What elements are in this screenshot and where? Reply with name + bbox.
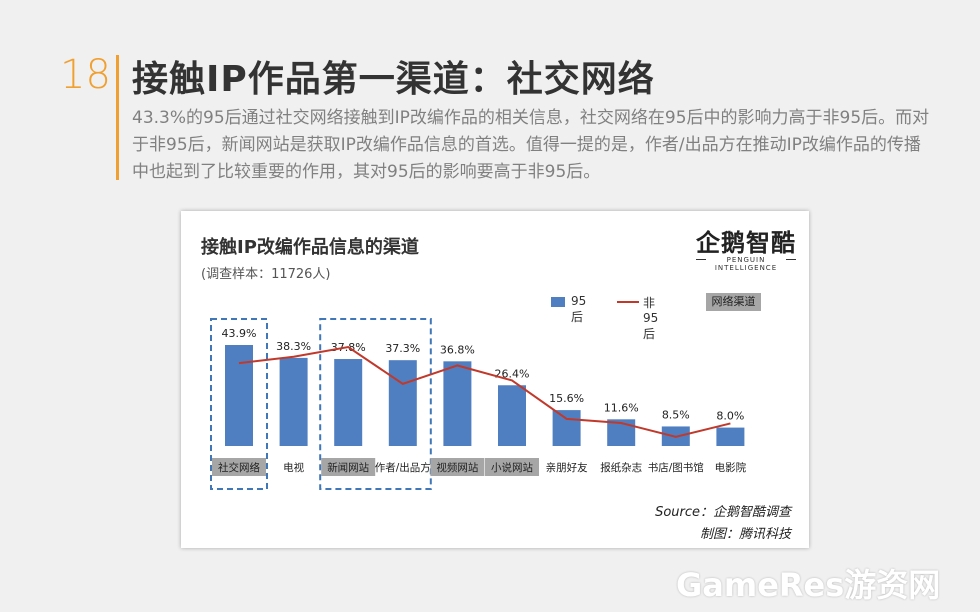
bar-label-4: 36.8% — [440, 343, 475, 356]
bar-0 — [225, 345, 253, 446]
bar-label-8: 8.5% — [662, 408, 690, 421]
bar-label-0: 43.9% — [222, 327, 257, 340]
category-label-0: 社交网络 — [218, 461, 260, 474]
bar-1 — [279, 357, 308, 446]
watermark: GameRes游资网 — [676, 566, 941, 604]
category-label-6: 亲朋好友 — [546, 461, 588, 474]
dashed-group-box — [210, 318, 268, 490]
bar-label-3: 37.3% — [385, 342, 420, 355]
legend-line-swatch — [617, 301, 639, 303]
chart-maker: 制图：腾讯科技 — [699, 527, 791, 542]
category-label-2: 新闻网站 — [327, 461, 369, 474]
bar-label-9: 8.0% — [716, 410, 744, 423]
logo-sub-text: PENGUIN INTELLIGENCE — [714, 256, 778, 272]
bar-label-1: 38.3% — [276, 340, 311, 353]
legend-bar-swatch — [551, 297, 565, 307]
bar-9 — [716, 427, 745, 446]
chart-card: 接触IP改编作品信息的渠道 (调查样本：11726人) 企鹅智酷 PENGUIN… — [181, 211, 809, 548]
logo-main-text: 企鹅智酷 — [696, 229, 796, 257]
category-label-9: 电影院 — [715, 461, 747, 474]
bar-3 — [388, 360, 417, 446]
bar-2 — [334, 359, 363, 446]
category-label-4: 视频网站 — [436, 461, 478, 474]
chart-source: Source：企鹅智酷调查 — [655, 505, 791, 520]
dashed-group-box — [319, 318, 432, 490]
category-label-3: 作者/出品方 — [375, 461, 431, 474]
bar-label-7: 11.6% — [604, 401, 639, 414]
chart-plot: 43.9%社交网络38.3%电视37.8%新闻网站37.3%作者/出品方36.8… — [210, 318, 747, 490]
bar-label-6: 15.6% — [549, 392, 584, 405]
accent-bar — [116, 55, 119, 180]
category-label-7: 报纸杂志 — [600, 461, 642, 474]
bar-4 — [443, 361, 472, 446]
slide-title: 接触IP作品第一渠道：社交网络 — [132, 59, 655, 100]
category-highlight-4 — [430, 458, 485, 476]
slide-description: 43.3%的95后通过社交网络接触到IP改编作品的相关信息，社交网络在95后中的… — [132, 108, 930, 182]
bar-label-5: 26.4% — [495, 367, 530, 380]
chart-title: 接触IP改编作品信息的渠道 — [201, 237, 419, 258]
category-label-8: 书店/图书馆 — [648, 461, 704, 474]
bar-6 — [552, 410, 581, 446]
line-series-non95 — [238, 346, 731, 438]
legend-bar-label: 95后 — [571, 294, 587, 324]
penguin-logo: 企鹅智酷 PENGUIN INTELLIGENCE — [696, 223, 796, 272]
logo-rule-right — [786, 259, 796, 260]
logo-rule-left — [696, 259, 706, 260]
bar-5 — [498, 385, 526, 446]
category-label-5: 小说网站 — [491, 461, 533, 474]
legend-highlight-box: 网络渠道 — [706, 293, 761, 311]
category-highlight-0 — [212, 458, 266, 476]
category-highlight-5 — [485, 458, 539, 476]
category-label-1: 电视 — [283, 461, 304, 474]
category-highlight-2 — [321, 458, 376, 476]
slide-number: 18 — [60, 52, 111, 98]
legend-line-label: 非95后 — [643, 296, 659, 341]
chart-subtitle: (调查样本：11726人) — [201, 267, 331, 282]
